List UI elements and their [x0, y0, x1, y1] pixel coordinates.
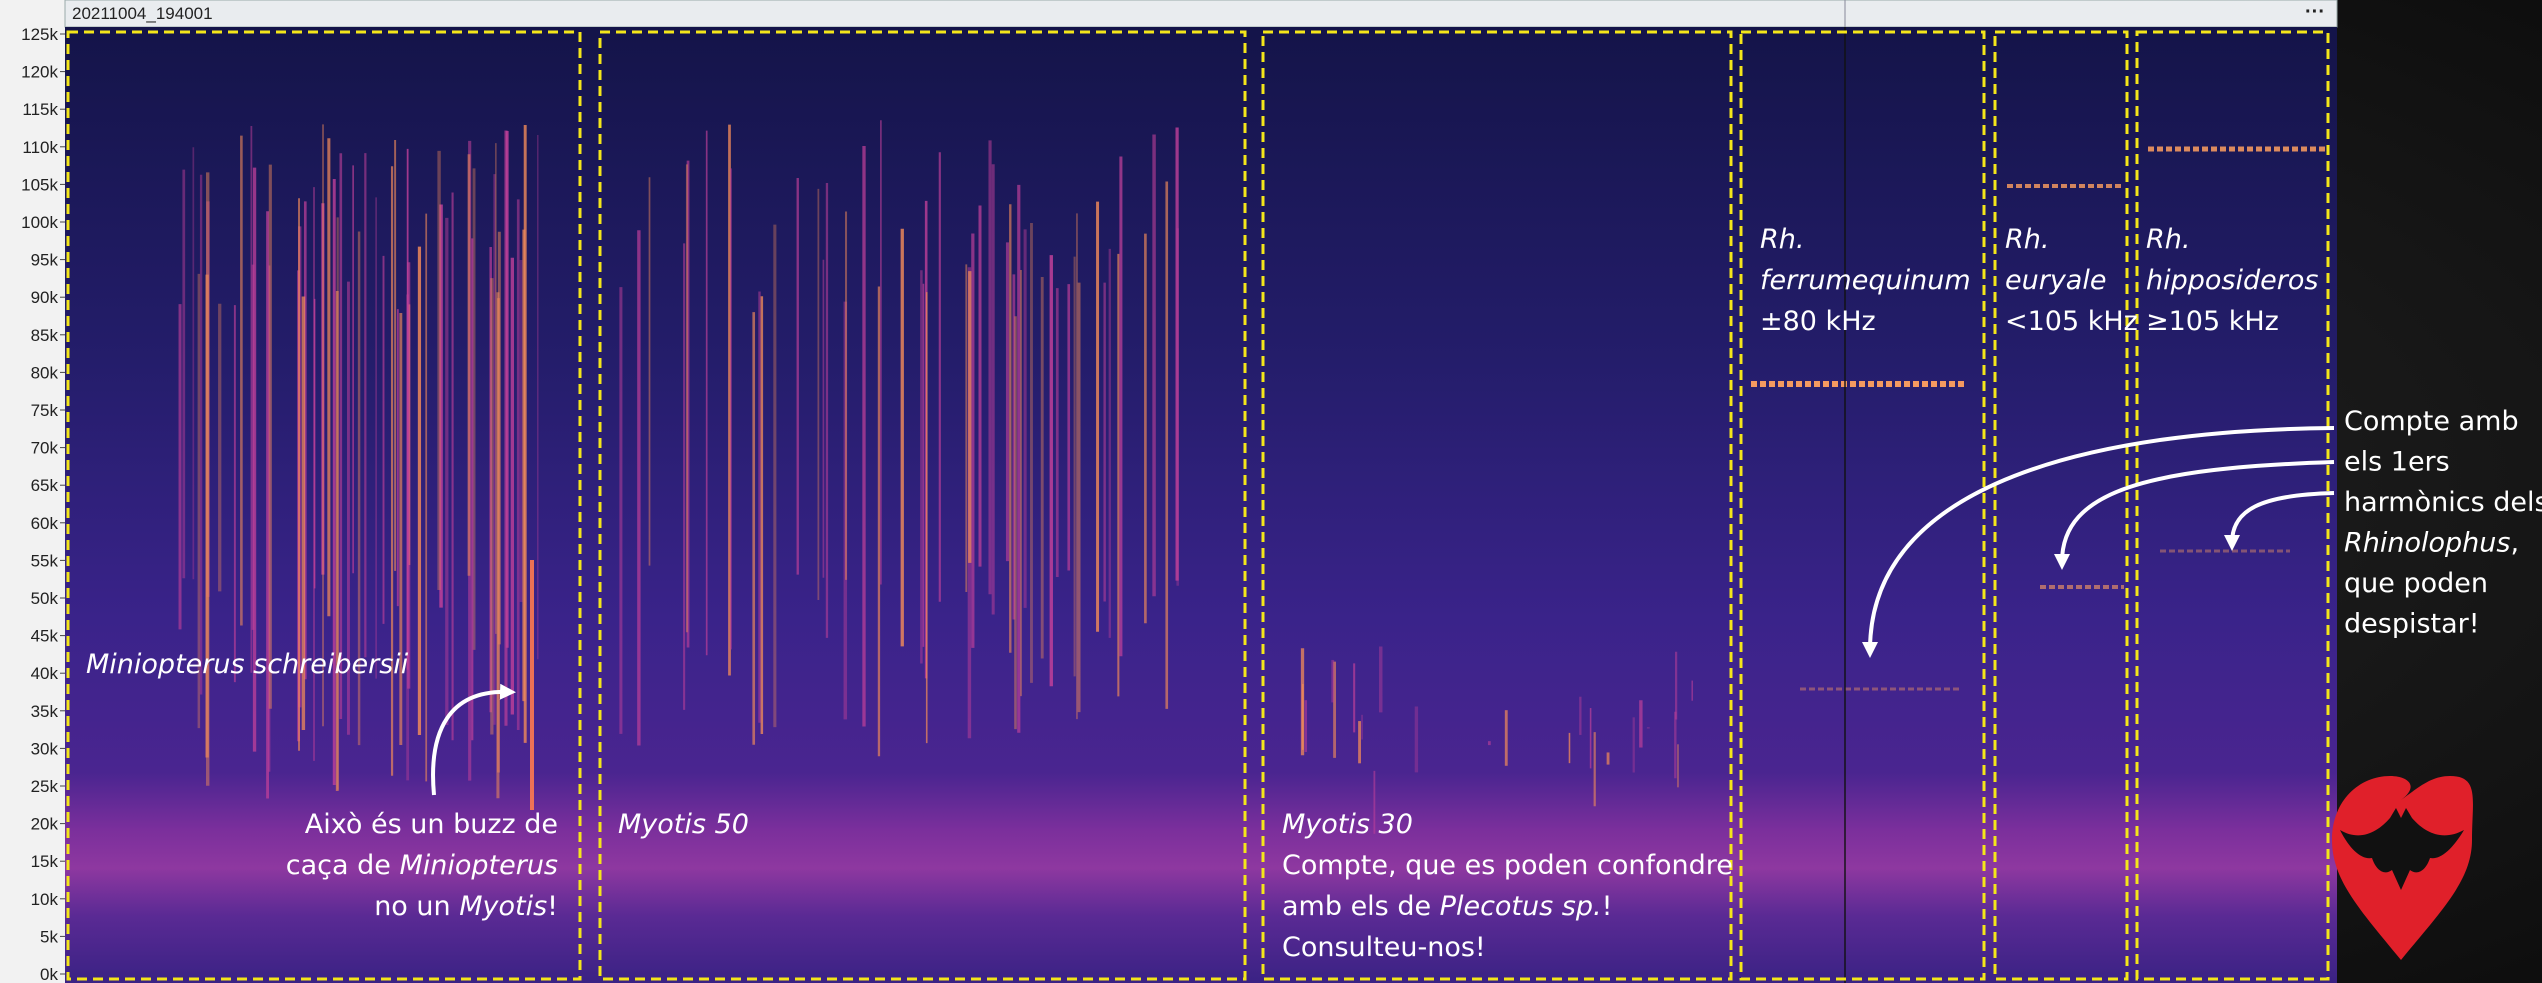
y-tick-label: 20k	[31, 815, 59, 834]
text-segment: ≥105 kHz	[2146, 306, 2279, 337]
annotation-line: Rh.	[2146, 224, 2190, 255]
text-segment: ferrumequinum	[1760, 265, 1971, 296]
text-segment: no un	[374, 891, 459, 922]
annotation-line: hipposideros	[2146, 265, 2318, 296]
y-tick-label: 50k	[31, 589, 59, 608]
y-tick-label: 35k	[31, 702, 59, 721]
text-segment: hipposideros	[2146, 265, 2318, 296]
y-tick-label: 85k	[31, 326, 59, 345]
text-segment: Miniopterus schreibersii	[86, 649, 409, 680]
annotation-line: Compte amb	[2344, 406, 2519, 437]
text-segment: ,	[2510, 528, 2519, 559]
text-segment: Myotis	[459, 891, 547, 922]
text-segment: Compte, que es poden confondre	[1282, 850, 1733, 881]
annotation-line: Consulteu-nos!	[1282, 932, 1486, 963]
text-segment: que poden	[2344, 568, 2488, 599]
annotation-line: caça de Miniopterus	[286, 850, 558, 881]
y-tick-label: 105k	[21, 175, 58, 194]
y-tick-label: 65k	[31, 476, 59, 495]
y-tick-label: 15k	[31, 852, 59, 871]
text-segment: <105 kHz	[2005, 306, 2138, 337]
y-tick-label: 80k	[31, 363, 59, 382]
title-bar	[65, 0, 2337, 27]
annotation-line: euryale	[2005, 265, 2106, 296]
text-segment: euryale	[2005, 265, 2106, 296]
y-tick-label: 90k	[31, 288, 59, 307]
text-segment: Rhinolophus	[2344, 528, 2510, 559]
annotation-line: Miniopterus schreibersii	[86, 649, 409, 680]
y-tick-label: 60k	[31, 514, 59, 533]
text-segment: Rh.	[1760, 224, 1804, 255]
annotation-line: ±80 kHz	[1760, 306, 1876, 337]
annotation-line: Això és un buzz de	[305, 809, 558, 840]
text-segment: Miniopterus	[399, 850, 558, 881]
y-tick-label: 55k	[31, 551, 59, 570]
y-tick-label: 30k	[31, 739, 59, 758]
text-segment: amb els de	[1282, 891, 1440, 922]
annotation-line: que poden	[2344, 568, 2488, 599]
text-segment: Això és un buzz de	[305, 809, 558, 840]
text-segment: Plecotus sp.	[1440, 891, 1602, 922]
y-tick-label: 100k	[21, 213, 58, 232]
y-tick-label: 0k	[40, 965, 58, 983]
y-tick-label: 95k	[31, 251, 59, 270]
annotation-line: <105 kHz	[2005, 306, 2138, 337]
y-tick-label: 75k	[31, 401, 59, 420]
annotation-line: Myotis 50	[618, 809, 749, 840]
annotation-line: despistar!	[2344, 609, 2480, 640]
annotation-line: Rhinolophus,	[2344, 528, 2519, 559]
y-tick-label: 120k	[21, 63, 58, 82]
annotation-line: amb els de Plecotus sp.!	[1282, 891, 1612, 922]
text-segment: Consulteu-nos!	[1282, 932, 1486, 963]
y-tick-label: 5k	[40, 927, 58, 946]
y-tick-label: 40k	[31, 664, 59, 683]
annotation-line: Rh.	[1760, 224, 1804, 255]
annotation-line: Rh.	[2005, 224, 2049, 255]
annotation-line: els 1ers	[2344, 447, 2450, 478]
y-tick-label: 45k	[31, 627, 59, 646]
annotation-line: no un Myotis!	[374, 891, 558, 922]
annotation-line: Compte, que es poden confondre	[1282, 850, 1733, 881]
annotation-line: harmònics dels	[2344, 487, 2542, 518]
y-tick-label: 10k	[31, 890, 59, 909]
text-segment: Rh.	[2005, 224, 2049, 255]
y-tick-label: 110k	[22, 138, 58, 157]
menu-button[interactable]: ···	[2305, 1, 2325, 23]
text-segment: despistar!	[2344, 609, 2480, 640]
text-segment: Compte amb	[2344, 406, 2519, 437]
text-segment: harmònics dels	[2344, 487, 2542, 518]
text-segment: caça de	[286, 850, 400, 881]
annotation-line: ferrumequinum	[1760, 265, 1971, 296]
text-segment: !	[547, 891, 558, 922]
text-segment: Myotis 30	[1282, 809, 1413, 840]
text-segment: Myotis 50	[618, 809, 749, 840]
annotation-line: Myotis 30	[1282, 809, 1413, 840]
file-name: 20211004_194001	[72, 4, 213, 23]
text-segment: ±80 kHz	[1760, 306, 1876, 337]
text-segment: Rh.	[2146, 224, 2190, 255]
y-tick-label: 125k	[21, 25, 58, 44]
y-tick-label: 70k	[31, 439, 59, 458]
text-segment: els 1ers	[2344, 447, 2450, 478]
annotation-line: ≥105 kHz	[2146, 306, 2279, 337]
screenshot: 20211004_194001 ··· 125k 120k 115k 110k 105k…	[0, 0, 2542, 983]
text-segment: !	[1602, 891, 1613, 922]
y-tick-label: 115k	[22, 100, 58, 119]
y-tick-label: 25k	[31, 777, 59, 796]
